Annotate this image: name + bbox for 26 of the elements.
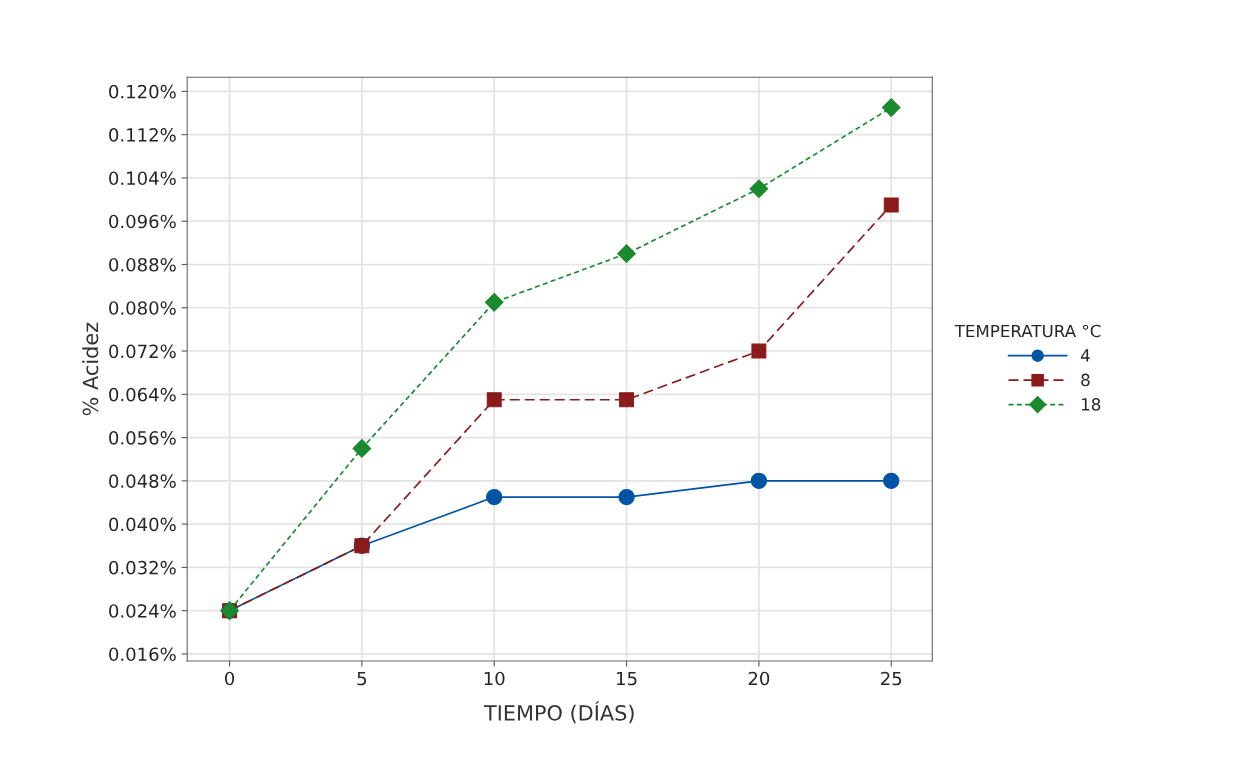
x-tick-label: 15: [617, 671, 637, 686]
x-axis-title: TIEMPO (DÍAS): [483, 701, 634, 724]
legend-label: 4: [1080, 349, 1090, 362]
y-tick-label: 0.024%: [109, 604, 176, 618]
y-tick-label: 0.104%: [109, 171, 176, 186]
x-tick-label: 25: [881, 671, 902, 686]
legend-label: 8: [1081, 373, 1090, 387]
y-tick-label: 0.096%: [109, 214, 176, 229]
y-tick-label: 0.040%: [109, 517, 176, 532]
y-tick-label: 0.120%: [109, 84, 176, 99]
y-axis-title: % Acidez: [82, 322, 99, 416]
x-tick-label: 20: [748, 671, 770, 686]
y-tick-label: 0.112%: [109, 128, 176, 142]
y-tick-label: 0.032%: [109, 560, 176, 575]
y-tick-label: 0.056%: [109, 431, 176, 445]
y-tick-label: 0.064%: [109, 387, 176, 402]
legend-title: TEMPERATURA °C: [954, 324, 1101, 338]
y-tick-label: 0.016%: [109, 647, 176, 662]
y-tick-label: 0.080%: [109, 301, 176, 315]
x-tick-label: 5: [357, 671, 367, 686]
y-tick-label: 0.072%: [109, 344, 176, 359]
x-tick-label: 10: [484, 671, 505, 686]
x-tick-label: 0: [224, 671, 235, 686]
y-tick-label: 0.088%: [109, 257, 176, 272]
legend-label: 18: [1081, 398, 1101, 411]
y-tick-label: 0.048%: [109, 474, 176, 488]
